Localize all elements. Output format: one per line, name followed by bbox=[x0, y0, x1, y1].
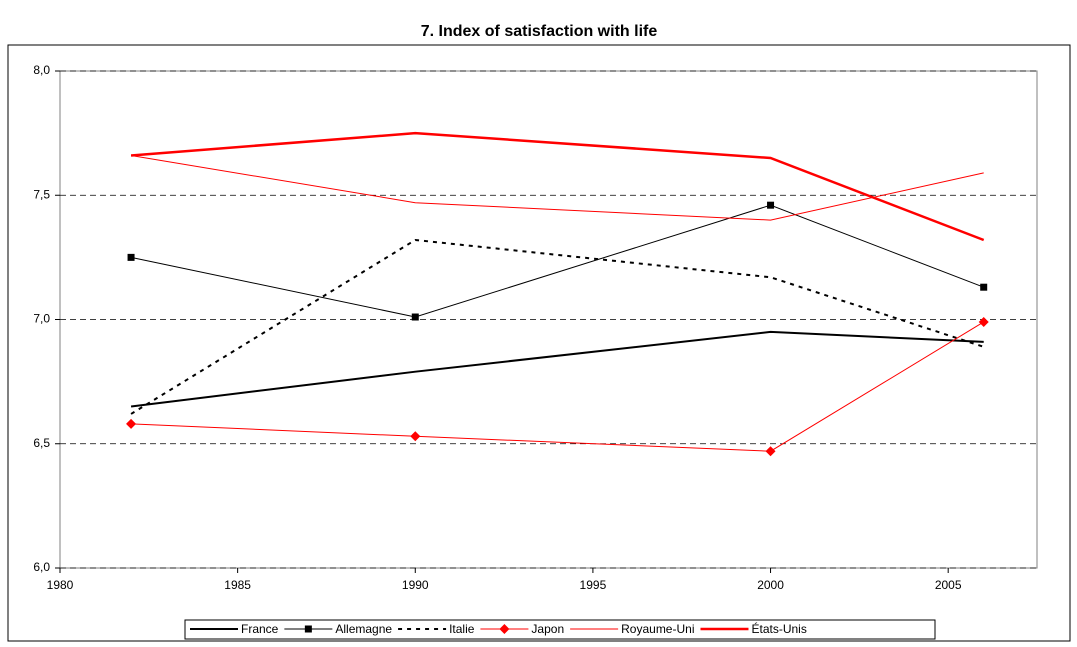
x-tick-label: 2005 bbox=[935, 578, 962, 592]
x-tick-label: 1985 bbox=[224, 578, 251, 592]
legend bbox=[184, 619, 936, 640]
marker bbox=[411, 313, 419, 321]
legend-label: Royaume-Uni bbox=[621, 622, 694, 636]
chart-frame bbox=[7, 44, 1071, 642]
marker bbox=[980, 283, 988, 291]
marker bbox=[410, 431, 421, 442]
legend-label: Italie bbox=[449, 622, 475, 636]
legend-label: France bbox=[241, 622, 279, 636]
marker bbox=[767, 201, 775, 209]
series-line bbox=[130, 330, 984, 408]
legend-marker bbox=[304, 625, 312, 633]
y-tick-label: 6,5 bbox=[33, 436, 50, 450]
x-tick-label: 2000 bbox=[757, 578, 784, 592]
y-tick-label: 7,0 bbox=[33, 312, 50, 326]
y-tick-label: 6,0 bbox=[33, 560, 50, 574]
y-tick-label: 8,0 bbox=[33, 63, 50, 77]
legend-marker bbox=[499, 624, 510, 634]
marker bbox=[978, 316, 989, 327]
series-line bbox=[130, 238, 985, 415]
series-line bbox=[130, 131, 985, 242]
x-tick-label: 1990 bbox=[402, 578, 429, 592]
x-tick-label: 1995 bbox=[580, 578, 607, 592]
marker bbox=[765, 446, 776, 457]
legend-label: Japon bbox=[531, 622, 564, 636]
marker bbox=[126, 418, 137, 429]
marker bbox=[127, 253, 135, 261]
legend-label: Allemagne bbox=[335, 622, 392, 636]
y-tick-label: 7,5 bbox=[33, 187, 50, 201]
series-line bbox=[131, 321, 984, 452]
series-line bbox=[130, 154, 984, 221]
legend-label: États-Unis bbox=[751, 621, 806, 636]
series-line bbox=[130, 204, 984, 318]
chart-title: 7. Index of satisfaction with life bbox=[421, 23, 658, 40]
x-tick-label: 1980 bbox=[47, 578, 74, 592]
